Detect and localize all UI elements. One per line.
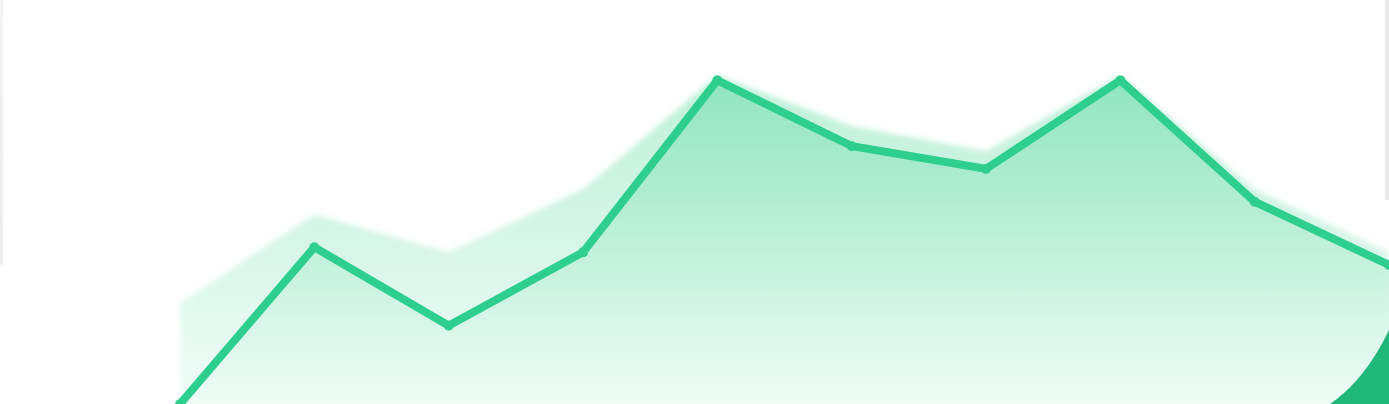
data-point	[1384, 259, 1389, 270]
data-point	[1249, 196, 1260, 207]
data-point	[712, 75, 723, 86]
data-point	[443, 320, 454, 331]
data-point	[309, 242, 320, 253]
data-point	[1115, 75, 1126, 86]
data-point	[578, 247, 588, 258]
series-area	[180, 80, 1389, 404]
panel-right-border	[1385, 0, 1389, 200]
data-point	[175, 399, 185, 404]
data-point	[846, 141, 857, 152]
series-line	[176, 76, 1389, 404]
data-point	[981, 163, 991, 174]
panel-left-border	[0, 0, 3, 265]
corner-accent	[1330, 330, 1389, 404]
